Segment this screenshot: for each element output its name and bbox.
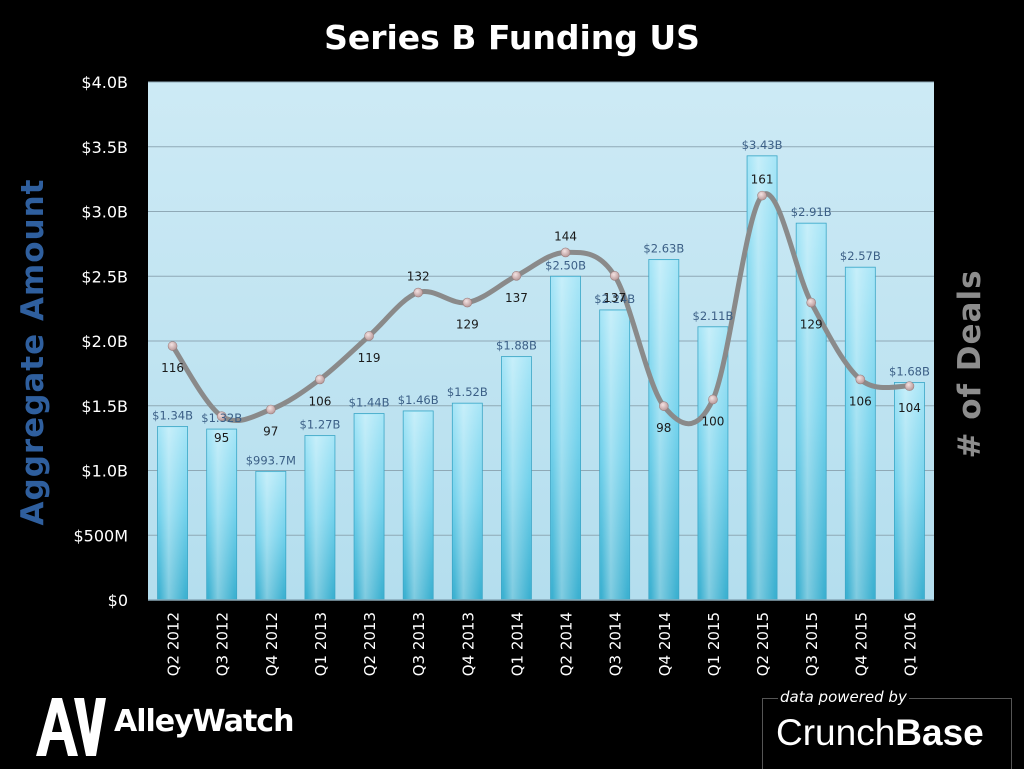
deal-count-label: 137 bbox=[603, 291, 626, 305]
deal-count-label: 129 bbox=[456, 318, 479, 332]
bar-value-label: $1.46B bbox=[398, 393, 439, 407]
bar-highlight bbox=[503, 357, 530, 599]
bar-highlight bbox=[847, 268, 874, 599]
deal-count-label: 104 bbox=[898, 401, 921, 415]
y-tick-label: $0 bbox=[108, 591, 128, 610]
bar-value-label: $2.57B bbox=[840, 249, 881, 263]
bar-value-label: $2.63B bbox=[643, 241, 684, 255]
y-tick-label: $3.0B bbox=[81, 203, 128, 222]
alleywatch-logo-mark bbox=[36, 698, 106, 756]
y-tick-label: $4.0B bbox=[81, 73, 128, 92]
x-tick-label: Q3 2014 bbox=[607, 612, 625, 676]
bar-highlight bbox=[650, 260, 677, 599]
deal-count-label: 144 bbox=[554, 229, 577, 243]
x-tick-label: Q3 2015 bbox=[803, 612, 821, 676]
deal-point bbox=[855, 374, 866, 385]
deal-point bbox=[216, 411, 227, 421]
deal-count-label: 129 bbox=[800, 318, 823, 332]
deal-point bbox=[609, 271, 620, 281]
bar-value-label: $1.88B bbox=[496, 339, 537, 353]
bar-highlight bbox=[356, 414, 383, 599]
bar-highlight bbox=[306, 436, 333, 599]
x-tick-label: Q4 2012 bbox=[263, 612, 281, 676]
bar-value-label: $1.34B bbox=[152, 408, 193, 422]
deal-count-label: 106 bbox=[849, 394, 872, 408]
deal-count-label: 119 bbox=[358, 351, 381, 365]
bar-value-label: $1.52B bbox=[447, 385, 488, 399]
bar-highlight bbox=[454, 404, 481, 599]
deal-count-label: 98 bbox=[656, 421, 671, 435]
bar-value-label: $1.44B bbox=[349, 396, 390, 410]
x-tick-label: Q4 2015 bbox=[852, 612, 870, 676]
bar-highlight bbox=[208, 430, 235, 599]
alleywatch-wordmark: AlleyWatch bbox=[114, 704, 294, 739]
bar-value-label: $993.7M bbox=[246, 453, 296, 467]
deals-line bbox=[170, 191, 912, 427]
deal-point bbox=[413, 287, 423, 298]
deal-point bbox=[462, 297, 473, 308]
deal-point bbox=[364, 331, 374, 341]
deal-count-label: 97 bbox=[263, 425, 278, 439]
bar-value-label: $2.11B bbox=[693, 309, 734, 323]
x-tick-label: Q1 2014 bbox=[508, 612, 526, 676]
x-tick-label: Q2 2015 bbox=[754, 612, 772, 676]
bar-value-label: $1.27B bbox=[300, 418, 341, 432]
deal-count-label: 161 bbox=[751, 173, 774, 187]
funding-chart: $0 $500M $1.0B $1.5B $2.0B $2.5B $3.0B $3.5B $4.… bbox=[73, 73, 934, 676]
bar-value-label: $3.43B bbox=[742, 138, 783, 152]
deal-point bbox=[757, 190, 767, 201]
alleywatch-logo: AlleyWatch bbox=[34, 694, 294, 758]
deal-count-label: 95 bbox=[214, 431, 229, 445]
x-tick-label: Q2 2013 bbox=[361, 612, 379, 676]
bar-value-label: $1.32B bbox=[201, 411, 242, 425]
deal-point bbox=[708, 394, 718, 405]
y-tick-label: $1.5B bbox=[81, 397, 128, 416]
crunchbase-logo: CrunchBase bbox=[776, 712, 984, 753]
deal-count-label: 106 bbox=[308, 394, 331, 408]
deal-point bbox=[315, 374, 325, 385]
bar-value-label: $2.50B bbox=[545, 258, 586, 272]
x-tick-label: Q1 2016 bbox=[901, 612, 919, 676]
bar-value-label: $2.24B bbox=[594, 292, 635, 306]
bar-value-label: $2.91B bbox=[791, 205, 832, 219]
x-tick-label: Q2 2014 bbox=[558, 612, 576, 676]
deal-count-label: 100 bbox=[701, 414, 724, 428]
x-tick-label: Q4 2014 bbox=[656, 612, 674, 676]
deal-point bbox=[904, 381, 915, 391]
x-tick-label: Q4 2013 bbox=[459, 612, 477, 676]
deal-point bbox=[266, 404, 276, 415]
deal-point bbox=[659, 401, 669, 411]
deal-point bbox=[511, 271, 522, 281]
deal-point bbox=[806, 297, 816, 308]
powered-by-text: data powered by bbox=[778, 688, 909, 706]
x-tick-label: Q3 2012 bbox=[214, 612, 232, 676]
bar-highlight bbox=[552, 277, 579, 599]
bar-highlight bbox=[749, 156, 776, 599]
deal-point bbox=[560, 247, 571, 258]
bar-highlight bbox=[601, 310, 628, 599]
x-tick-label: Q1 2015 bbox=[705, 612, 723, 676]
bar-highlight bbox=[405, 411, 432, 599]
x-tick-label: Q2 2012 bbox=[165, 612, 183, 676]
bar-highlight bbox=[257, 472, 284, 599]
y-tick-label: $2.0B bbox=[81, 332, 128, 351]
y-tick-label: $1.0B bbox=[81, 462, 128, 481]
crunchbase-badge bbox=[762, 698, 1012, 769]
y-tick-label: $2.5B bbox=[81, 267, 128, 286]
bar-highlight bbox=[159, 427, 186, 599]
y-tick-label: $3.5B bbox=[81, 138, 128, 157]
y-tick-label: $500M bbox=[73, 526, 128, 545]
deal-count-label: 132 bbox=[407, 270, 430, 284]
bar-value-label: $1.68B bbox=[889, 364, 930, 378]
bar-highlight bbox=[896, 383, 923, 599]
deal-count-label: 116 bbox=[161, 361, 184, 375]
chart-title: Series B Funding US bbox=[324, 18, 700, 57]
x-tick-label: Q3 2013 bbox=[410, 612, 428, 676]
x-tick-label: Q1 2013 bbox=[312, 612, 330, 676]
deal-count-label: 137 bbox=[505, 291, 528, 305]
deal-point bbox=[167, 341, 178, 351]
